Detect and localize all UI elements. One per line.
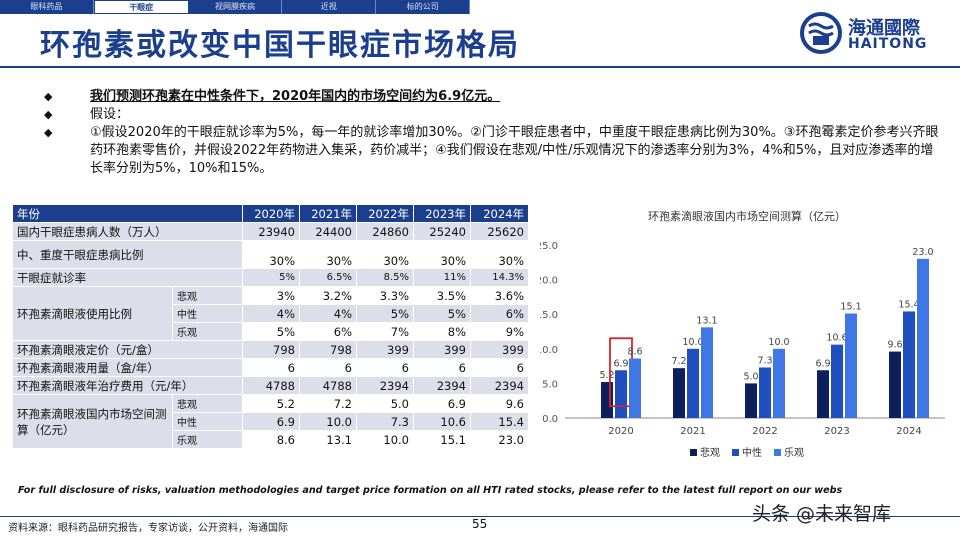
table-row: 环孢素滴眼液用量（盒/年） 6 6 6 6 6 xyxy=(12,358,529,377)
bar-2021-中性 xyxy=(687,348,699,418)
source-note: 资料来源：眼科药品研究报告，专家访谈，公开资料，海通国际 xyxy=(8,523,288,534)
data-label: 15.4 xyxy=(898,299,919,310)
legend-label: 悲观 xyxy=(700,446,720,459)
y-tick-label: 25.0 xyxy=(540,241,558,252)
bar-2024-悲观 xyxy=(889,351,901,418)
nav-tab-retina[interactable]: 视网膜疾病 xyxy=(188,0,283,14)
bar-2020-乐观 xyxy=(629,358,641,418)
data-label: 23.0 xyxy=(912,247,933,258)
y-tick-label: 0.0 xyxy=(542,414,558,425)
title-divider xyxy=(0,66,960,68)
bullet-list: ◆ 我们预测环孢素在中性条件下，2020年国内的市场空间约为6.9亿元。 ◆ 假… xyxy=(40,88,940,178)
watermark: 头条 @未来智库 xyxy=(752,503,892,525)
page-title: 环孢素或改变中国干眼症市场格局 xyxy=(40,28,520,63)
table-row: 环孢素滴眼液定价（元/盒） 798 798 399 399 399 xyxy=(12,340,529,359)
table-row: 乐观 8.6 13.1 10.0 15.1 23.0 xyxy=(13,430,529,449)
bar-2020-悲观 xyxy=(601,382,613,418)
y-tick-label: 5.0 xyxy=(542,379,558,390)
bar-2022-乐观 xyxy=(773,348,785,418)
legend-label: 中性 xyxy=(742,446,762,459)
bar-2021-乐观 xyxy=(701,327,713,418)
table-row: 环孢素滴眼液国内市场空间测算（亿元） 悲观 5.2 7.2 5.0 6.9 9.… xyxy=(12,394,529,449)
bar-2023-乐观 xyxy=(845,313,857,418)
table-row: 国内干眼症患病人数（万人） 23940 24400 24860 25240 25… xyxy=(12,222,529,241)
data-label: 5.2 xyxy=(599,370,614,381)
data-label: 7.3 xyxy=(757,355,772,366)
data-label: 10.6 xyxy=(826,333,847,344)
bullet-assumption-heading: ◆ 假设： xyxy=(44,107,130,122)
haitong-logo-icon xyxy=(800,12,842,54)
bar-2024-中性 xyxy=(903,311,915,418)
bar-2020-中性 xyxy=(615,370,627,418)
nav-tab-eye-drugs[interactable]: 眼科药品 xyxy=(0,0,94,14)
y-tick-label: 20.0 xyxy=(540,276,558,287)
top-nav: 眼科药品 干眼症 视网膜疾病 近视 标的公司 xyxy=(0,0,470,14)
bar-2021-悲观 xyxy=(673,368,685,418)
bar-2023-悲观 xyxy=(817,370,829,418)
legend-swatch-悲观 xyxy=(690,449,697,456)
bar-2023-中性 xyxy=(831,344,843,418)
data-label: 8.6 xyxy=(627,346,642,357)
data-label: 9.6 xyxy=(887,340,902,351)
bullet-conclusion: ◆ 我们预测环孢素在中性条件下，2020年国内的市场空间约为6.9亿元。 xyxy=(44,89,501,104)
diamond-bullet-icon: ◆ xyxy=(44,108,53,121)
table-row: 环孢素滴眼液使用比例 悲观 3% 3.2% 3.3% 3.5% 3.6% xyxy=(12,286,529,341)
logo-text-en: HAITONG xyxy=(848,36,928,52)
data-label: 6.9 xyxy=(613,358,628,369)
table-row: 中性 4% 4% 5% 5% 6% xyxy=(13,304,529,323)
nav-tab-companies[interactable]: 标的公司 xyxy=(376,0,470,14)
table-row: 干眼症就诊率 5% 6.5% 8.5% 11% 14.3% xyxy=(12,268,529,287)
bar-2022-悲观 xyxy=(745,383,757,418)
table-row: 中、重度干眼症患病比例 30% 30% 30% 30% 30% xyxy=(12,240,529,269)
chart-title: 环孢素滴眼液国内市场空间测算（亿元） xyxy=(648,209,846,223)
page-number: 55 xyxy=(472,517,488,531)
market-size-table: 年份 2020年 2021年 2022年 2023年 2024年 国内干眼症患病… xyxy=(12,204,529,449)
disclaimer: For full disclosure of risks, valuation … xyxy=(18,485,843,496)
legend-label: 乐观 xyxy=(784,447,804,459)
data-label: 10.0 xyxy=(682,337,703,348)
data-label: 13.1 xyxy=(696,315,717,326)
legend-swatch-乐观 xyxy=(774,449,781,456)
data-label: 5.0 xyxy=(743,371,758,382)
table-header-row: 年份 2020年 2021年 2022年 2023年 2024年 xyxy=(12,204,529,223)
y-tick-label: 15.0 xyxy=(540,310,558,321)
table-row: 乐观 5% 6% 7% 8% 9% xyxy=(13,322,529,341)
haitong-logo: 海通國際 HAITONG xyxy=(800,10,950,58)
bar-2022-中性 xyxy=(759,367,771,418)
data-label: 6.9 xyxy=(815,358,830,369)
data-label: 10.0 xyxy=(768,337,789,348)
x-tick-label: 2022 xyxy=(752,426,777,437)
data-label: 7.2 xyxy=(671,356,686,367)
y-tick-label: 10.0 xyxy=(540,345,558,356)
bar-2024-乐观 xyxy=(917,258,929,418)
nav-tab-myopia[interactable]: 近视 xyxy=(282,0,377,14)
diamond-bullet-icon: ◆ xyxy=(44,126,53,139)
data-label: 15.1 xyxy=(840,302,861,313)
market-size-chart: 环孢素滴眼液国内市场空间测算（亿元） 0.0 5.0 10.0 15.0 20.0 25.0… xyxy=(540,209,945,459)
bullet-assumptions: ◆ ①假设2020年的干眼症就诊率为5%，每一年的就诊率增加30%。②门诊干眼症… xyxy=(44,125,939,176)
diamond-bullet-icon: ◆ xyxy=(44,90,53,103)
x-tick-label: 2024 xyxy=(896,426,921,437)
table-row: 环孢素滴眼液年治疗费用（元/年） 4788 4788 2394 2394 239… xyxy=(12,376,529,395)
logo-text-cn: 海通國際 xyxy=(848,18,920,39)
x-tick-label: 2020 xyxy=(608,426,633,437)
footer-divider xyxy=(0,516,960,517)
x-tick-label: 2021 xyxy=(680,426,705,437)
legend-swatch-中性 xyxy=(732,449,739,456)
x-tick-label: 2023 xyxy=(824,426,849,437)
table-row: 中性 6.9 10.0 7.3 10.6 15.4 xyxy=(13,412,529,431)
nav-tab-dry-eye[interactable]: 干眼症 xyxy=(93,0,189,14)
